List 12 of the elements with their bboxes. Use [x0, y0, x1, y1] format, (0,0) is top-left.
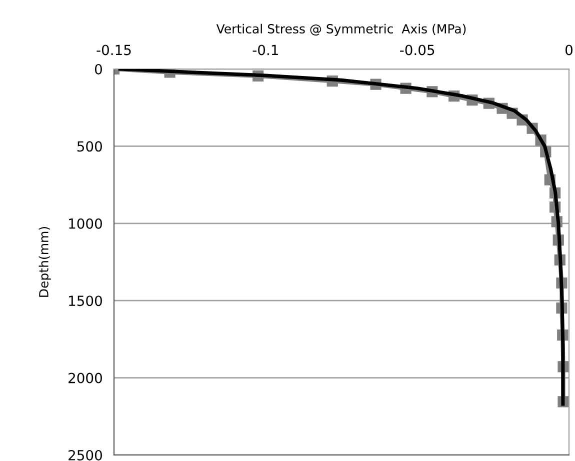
y-tick-label: 1000 [69, 218, 102, 229]
y-tick-label: 2000 [68, 372, 102, 384]
y-tick-label: 0 [94, 64, 102, 74]
x-tick-label: -0.1 [252, 44, 278, 56]
x-axis-title: Vertical Stress @ Symmetric Axis (MPa) [216, 24, 466, 36]
y-tick-label: 2500 [68, 450, 102, 460]
x-tick-label: -0.05 [400, 44, 434, 56]
y-axis-title: Depth(mm) [38, 226, 51, 297]
y-tick-label: 1500 [69, 296, 102, 306]
x-tick-label: -0.15 [96, 44, 131, 56]
y-tick-label: 500 [77, 141, 102, 152]
x-tick-label: 0 [565, 44, 572, 56]
